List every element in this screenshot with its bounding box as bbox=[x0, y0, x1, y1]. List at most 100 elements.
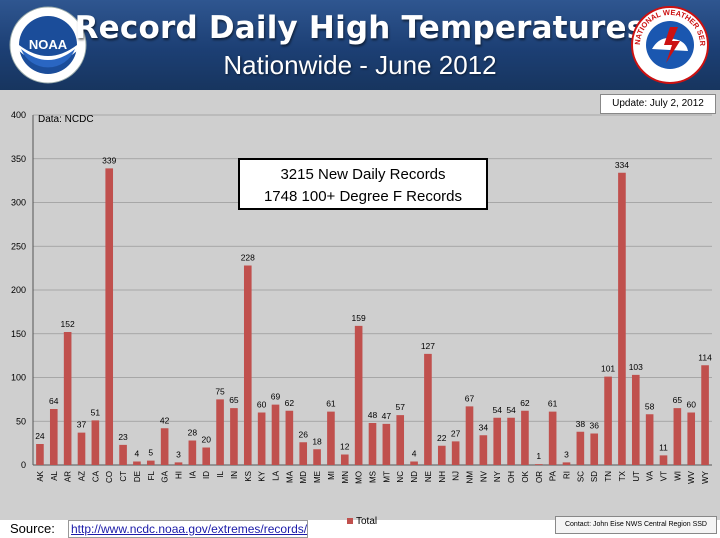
x-tick-label: RI bbox=[563, 471, 572, 479]
data-label: 26 bbox=[298, 429, 308, 439]
data-label: 5 bbox=[148, 448, 153, 458]
x-tick-label: OR bbox=[535, 471, 544, 483]
x-tick-label: NM bbox=[466, 471, 475, 484]
x-tick-label: CA bbox=[91, 470, 100, 482]
records-summary-line1: 3215 New Daily Records bbox=[280, 166, 446, 183]
data-label: 103 bbox=[629, 362, 643, 372]
bar bbox=[424, 353, 432, 465]
legend-label: Total bbox=[356, 516, 378, 527]
bar bbox=[354, 325, 363, 465]
bar bbox=[91, 420, 100, 465]
data-label: 42 bbox=[160, 415, 170, 425]
source-label: Source: bbox=[10, 521, 55, 536]
x-tick-label: TN bbox=[604, 471, 613, 482]
data-label: 12 bbox=[340, 442, 350, 452]
bar bbox=[230, 408, 238, 465]
x-tick-label: WI bbox=[673, 471, 682, 481]
data-label: 58 bbox=[645, 401, 655, 411]
x-tick-label: NV bbox=[479, 470, 488, 482]
bar bbox=[590, 433, 599, 465]
data-label: 62 bbox=[285, 398, 295, 408]
records-summary-box: 3215 New Daily Records 1748 100+ Degree … bbox=[238, 158, 488, 210]
data-label: 152 bbox=[61, 319, 75, 329]
bar bbox=[77, 432, 86, 465]
x-tick-label: CT bbox=[119, 471, 128, 482]
source-link[interactable]: http://www.ncdc.noaa.gov/extremes/record… bbox=[68, 520, 308, 538]
x-tick-label: OH bbox=[507, 471, 516, 483]
bar bbox=[105, 168, 114, 465]
bar bbox=[36, 444, 44, 465]
data-label: 65 bbox=[673, 395, 683, 405]
chart-title: Record Daily High Temperatures bbox=[74, 10, 646, 46]
bar bbox=[174, 462, 183, 465]
bar bbox=[133, 461, 141, 465]
x-tick-label: NE bbox=[424, 471, 433, 482]
data-label: 62 bbox=[520, 398, 530, 408]
bar bbox=[160, 428, 169, 465]
x-tick-label: GA bbox=[161, 470, 170, 482]
bar bbox=[562, 462, 571, 465]
bar bbox=[119, 444, 127, 465]
nws-logo: NATIONAL WEATHER SERVICE bbox=[627, 0, 710, 85]
x-tick-label: IA bbox=[188, 470, 197, 478]
data-label: 67 bbox=[465, 393, 475, 403]
x-tick-label: IL bbox=[216, 470, 225, 477]
x-tick-label: MS bbox=[369, 471, 378, 483]
x-tick-label: KY bbox=[258, 470, 267, 481]
x-tick-label: NY bbox=[493, 470, 502, 482]
x-tick-label: MN bbox=[341, 471, 350, 484]
data-source-label: Data: NCDC bbox=[38, 114, 94, 125]
x-tick-label: MT bbox=[382, 471, 391, 483]
bar bbox=[188, 440, 197, 465]
bar-chart: 0 50 100 150 200 250 300 350 400 24 AK 64 AL 152 AR 37 A… bbox=[11, 110, 712, 484]
data-label: 69 bbox=[271, 392, 281, 402]
bar bbox=[340, 454, 349, 465]
x-tick-label: AR bbox=[64, 471, 73, 482]
bar bbox=[257, 412, 266, 465]
x-tick-label: NJ bbox=[452, 471, 461, 481]
data-label: 24 bbox=[35, 431, 45, 441]
x-tick-label: OK bbox=[521, 470, 530, 482]
update-label: Update: July 2, 2012 bbox=[600, 94, 716, 114]
bar bbox=[243, 265, 252, 465]
x-tick-label: NH bbox=[438, 471, 447, 483]
bar bbox=[202, 447, 211, 465]
bar bbox=[63, 332, 72, 465]
y-tick-label: 150 bbox=[11, 329, 26, 339]
x-tick-label: WY bbox=[701, 470, 710, 484]
legend-swatch bbox=[347, 518, 353, 525]
x-tick-label: MI bbox=[327, 471, 336, 480]
data-label: 3 bbox=[176, 449, 181, 459]
x-tick-label: TX bbox=[618, 470, 627, 481]
bar bbox=[493, 417, 502, 465]
x-tick-label: DE bbox=[133, 471, 142, 482]
bar bbox=[521, 410, 529, 465]
data-label: 75 bbox=[215, 386, 225, 396]
bar bbox=[396, 415, 405, 465]
bar bbox=[299, 442, 308, 465]
x-tick-label: VT bbox=[660, 471, 669, 481]
data-label: 47 bbox=[382, 411, 392, 421]
data-label: 51 bbox=[91, 407, 101, 417]
data-label: 60 bbox=[257, 400, 267, 410]
x-tick-label: PA bbox=[549, 470, 558, 481]
chart-subtitle: Nationwide - June 2012 bbox=[223, 50, 497, 80]
x-tick-label: LA bbox=[272, 470, 281, 480]
bar bbox=[645, 414, 654, 465]
bar bbox=[701, 365, 709, 465]
data-label: 61 bbox=[326, 399, 336, 409]
y-tick-label: 100 bbox=[11, 373, 26, 383]
data-label: 48 bbox=[368, 410, 378, 420]
bar bbox=[687, 412, 696, 465]
bar bbox=[146, 460, 155, 465]
x-tick-label: SD bbox=[590, 471, 599, 482]
data-label: 18 bbox=[312, 436, 322, 446]
x-tick-label: ME bbox=[313, 471, 322, 483]
data-label: 101 bbox=[601, 364, 615, 374]
bar bbox=[49, 409, 58, 465]
bar bbox=[313, 449, 321, 465]
data-label: 11 bbox=[659, 442, 668, 452]
y-tick-label: 350 bbox=[11, 154, 26, 164]
bar bbox=[216, 399, 224, 465]
y-tick-label: 300 bbox=[11, 198, 26, 208]
